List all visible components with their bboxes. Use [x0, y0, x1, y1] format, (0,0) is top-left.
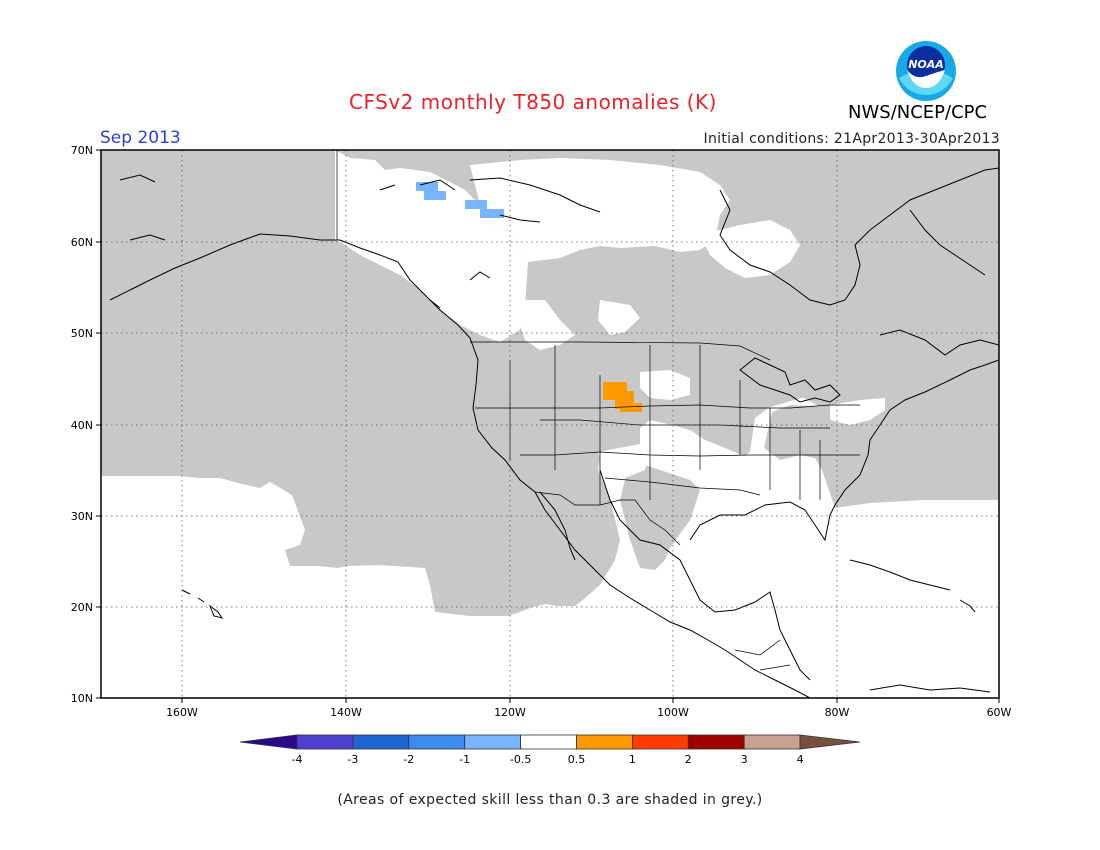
noaa-logo: NOAA — [896, 41, 956, 101]
initial-conditions-label: Initial conditions: 21Apr2013-30Apr2013 — [703, 131, 1000, 147]
agency-label: NWS/NCEP/CPC — [848, 102, 988, 123]
colorbar-swatch — [408, 734, 466, 750]
colorbar-swatch — [520, 734, 577, 750]
colorbar-swatch — [687, 734, 745, 750]
colorbar-swatch — [239, 734, 298, 750]
colorbar-swatch — [296, 734, 354, 750]
lon-label: 100W — [657, 706, 689, 719]
lon-label: 160W — [166, 706, 198, 719]
colorbar-label: -1 — [459, 753, 470, 766]
colorbar-label: -2 — [403, 753, 414, 766]
cold-anomaly-cells — [416, 182, 504, 218]
colorbar-swatch — [352, 734, 410, 750]
lon-label: 80W — [825, 706, 850, 719]
valid-month-label: Sep 2013 — [100, 128, 181, 148]
lat-label: 70N — [71, 144, 93, 157]
lon-label: 120W — [494, 706, 526, 719]
skill-note: (Areas of expected skill less than 0.3 a… — [337, 792, 763, 808]
colorbar-label: 1 — [629, 753, 636, 766]
lat-label: 20N — [71, 601, 93, 614]
map-body — [101, 150, 999, 698]
colorbar-swatch — [799, 734, 861, 750]
colorbar-label: 0.5 — [568, 753, 586, 766]
colorbar-label: 2 — [685, 753, 692, 766]
colorbar-label: 3 — [741, 753, 748, 766]
colorbar-label: 4 — [797, 753, 804, 766]
lat-label: 50N — [71, 327, 93, 340]
lat-label: 40N — [71, 419, 93, 432]
political-boundaries — [336, 150, 860, 671]
graticule — [101, 150, 999, 698]
lat-label: 10N — [71, 692, 93, 705]
warm-anomaly-cells — [603, 382, 642, 412]
lat-label: 30N — [71, 510, 93, 523]
colorbar-label: -4 — [292, 753, 303, 766]
colorbar — [239, 734, 861, 750]
colorbar-swatch — [464, 734, 522, 750]
map-frame — [100, 149, 1000, 699]
colorbar-label: -3 — [347, 753, 358, 766]
chart-title: CFSv2 monthly T850 anomalies (K) — [349, 90, 717, 114]
colorbar-label: -0.5 — [510, 753, 531, 766]
colorbar-swatch — [743, 734, 801, 750]
lat-label: 60N — [71, 236, 93, 249]
lon-label: 140W — [330, 706, 362, 719]
coastlines — [109, 167, 999, 698]
colorbar-swatch — [576, 734, 633, 750]
noaa-logo-text: NOAA — [908, 58, 944, 71]
lon-label: 60W — [987, 706, 1012, 719]
colorbar-swatch — [632, 734, 689, 750]
